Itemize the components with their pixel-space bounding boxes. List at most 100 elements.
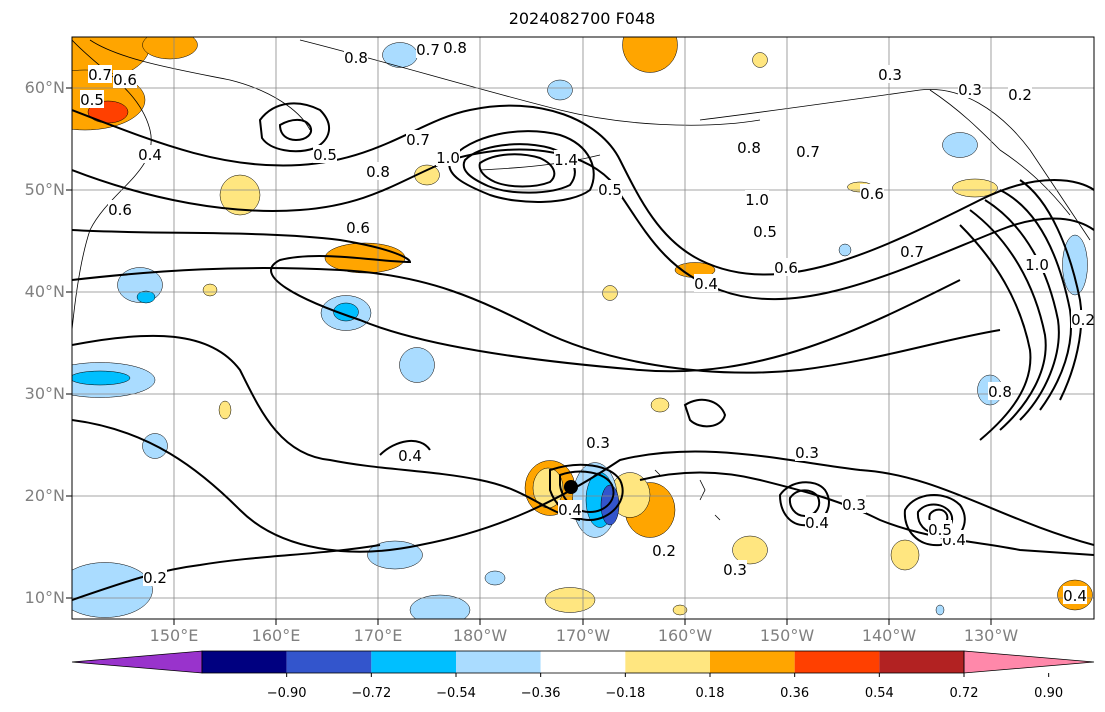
lon-label: 170°W [555,626,611,645]
colorbar-tick-label: 0.90 [1034,686,1064,701]
contour-line [984,199,1060,421]
colorbar-tick-label: 0.36 [780,686,810,701]
contour-label: 0.3 [958,81,982,99]
contour-line [72,104,1094,276]
contour-label: 1.4 [554,151,578,169]
colorbar-segment [540,651,626,673]
map-title: 2024082700 F048 [508,9,656,28]
contour-label: 0.6 [774,259,798,277]
contour-label: 0.3 [723,561,747,579]
contour-line [72,148,1094,301]
lat-label: 50°N [24,180,65,199]
anomaly-region [890,539,920,571]
contour-label-bg [1025,255,1049,273]
contour-label-bg [652,541,676,559]
anomaly-region [409,594,471,619]
coastline [89,39,311,131]
contour-label: 0.5 [753,223,777,241]
contour-line [278,118,312,142]
lon-label: 160°W [657,626,713,645]
contour-label: 0.2 [1071,311,1095,329]
contour-label: 1.0 [436,149,460,167]
contour-line [683,398,727,428]
anomaly-region [752,52,768,68]
contour-label-bg [988,382,1012,400]
anomaly-region [838,243,852,257]
lat-label: 10°N [24,588,65,607]
lon-label: 150°E [149,626,199,645]
colorbar-tick-label: 0.54 [864,686,894,701]
contour-label-bg [88,65,112,83]
contour-label-bg [406,130,430,148]
contour-line [72,334,581,521]
lon-label: 180°W [452,626,508,645]
contour-line [72,267,1001,374]
contour-label: 0.8 [443,39,467,57]
contour-label-bg [1008,85,1032,103]
contour-label-bg [842,495,866,513]
colorbar-extend-right [963,650,1095,674]
anomaly-region [547,79,573,101]
lon-label: 150°W [759,626,815,645]
colorbar-segment [794,651,880,673]
anomaly-region [622,37,678,73]
contour-line [72,544,381,601]
lat-label: 30°N [24,384,65,403]
contour-line [788,489,821,518]
contour-label: 0.8 [366,163,390,181]
contour-label-bg [113,70,137,88]
colorbar-segment [456,651,541,673]
contour-label: 0.6 [113,71,137,89]
contour-label-bg [900,242,924,260]
anomaly-region [219,174,261,216]
contour-label: 0.7 [406,131,430,149]
contour-label-bg [737,138,761,156]
anomaly-region [142,37,198,60]
contour-labels: 0.7 0.60.50.8 0.7 0.80.70.50.81.0 1.40.50.8 0… [80,38,1095,605]
contour-line [959,224,1032,441]
anomaly-region [1062,234,1088,296]
contour-label-bg [795,443,819,461]
contour-label-bg [753,222,777,240]
colorbar-tick-label: −0.90 [266,686,307,701]
contour-label: 0.2 [1008,86,1032,104]
contour-label: 0.3 [586,434,610,452]
contour-label: 0.2 [652,542,676,560]
contour-line [639,471,1094,556]
coastline [654,469,661,476]
contour-label-bg [344,48,368,66]
contour-label-bg [554,150,578,168]
anomaly-region [72,562,153,618]
coastlines [72,39,1091,521]
contour-label: 0.5 [80,91,104,109]
contour-label-bg [558,500,582,518]
anomaly-region [935,604,945,616]
colorbar-tick-label: 0.18 [695,686,725,701]
contour-label-bg [398,446,422,464]
contour-label-bg [108,200,132,218]
colorbar [71,650,1095,677]
contour-label-bg [860,184,884,202]
contour-label: 0.4 [805,514,829,532]
colorbar-tick-label: −0.36 [520,686,561,701]
colorbar-segment [286,651,372,673]
colorbar-extend-left [71,650,203,674]
contour-line [462,143,576,194]
contour-label: 0.6 [860,185,884,203]
contour-label-bg [878,65,902,83]
contour-label: 1.0 [1025,256,1049,274]
contour-label-bg [416,40,440,58]
coastline [699,479,706,501]
anomaly-region [72,370,131,386]
contour-label: 0.2 [143,569,167,587]
contour-label-bg [143,568,167,586]
anomaly-region [732,535,768,565]
colorbar-segment [710,651,795,673]
contour-label-bg [436,148,460,166]
cyclone-center-marker [564,480,578,494]
coastline [479,154,601,171]
anomaly-region [544,587,596,613]
contour-label: 0.5 [598,181,622,199]
contour-label-bg [774,258,798,276]
